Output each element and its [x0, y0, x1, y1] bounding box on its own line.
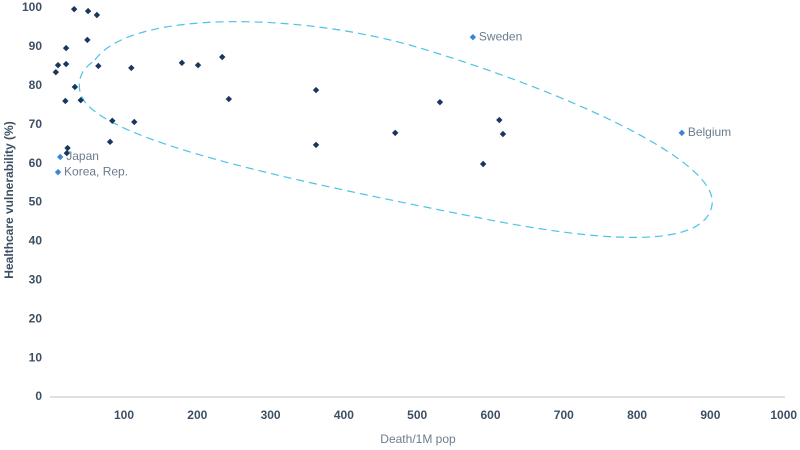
data-point [128, 64, 135, 72]
y-tick-label: 20 [29, 311, 43, 325]
x-tick-label: 700 [554, 408, 574, 422]
data-point [109, 117, 116, 125]
x-tick-label: 1000 [770, 408, 797, 422]
data-point [62, 44, 70, 52]
x-tick-label: 200 [187, 408, 207, 422]
x-axis-title: Death/1M pop [380, 432, 456, 446]
data-point [71, 83, 79, 91]
x-tick-label: 300 [261, 408, 281, 422]
data-point [131, 118, 138, 126]
data-point [479, 160, 487, 168]
y-tick-label: 70 [29, 117, 43, 131]
point-label: Korea, Rep. [64, 164, 128, 178]
data-point [392, 129, 399, 137]
data-point [106, 138, 114, 146]
data-point [54, 61, 62, 69]
data-point [62, 60, 70, 68]
highlight-ellipse [78, 21, 713, 238]
data-point [95, 62, 102, 70]
data-point [496, 116, 503, 124]
x-tick-label: 400 [334, 408, 354, 422]
y-tick-label: 80 [29, 78, 43, 92]
y-axis-title: Healthcare vulnerability (%) [2, 121, 16, 278]
data-point [54, 168, 62, 176]
data-point [84, 36, 91, 44]
y-tick-label: 40 [29, 234, 43, 248]
data-point [178, 59, 186, 67]
x-tick-label: 100 [114, 408, 134, 422]
data-point [469, 33, 477, 41]
y-tick-label: 50 [29, 195, 43, 209]
y-tick-label: 100 [22, 0, 42, 14]
data-point [93, 11, 101, 19]
data-point [194, 61, 202, 69]
point-label: Belgium [688, 125, 731, 139]
data-point [312, 141, 320, 149]
data-point [312, 86, 320, 94]
y-tick-label: 90 [29, 39, 43, 53]
data-point [678, 129, 686, 137]
data-point [57, 153, 64, 161]
data-point [225, 95, 233, 103]
y-tick-label: 0 [35, 389, 42, 403]
data-point [84, 7, 92, 15]
data-point [219, 53, 226, 61]
x-tick-label: 500 [407, 408, 427, 422]
point-label: Sweden [479, 29, 522, 43]
y-tick-label: 10 [29, 350, 43, 364]
data-point [62, 97, 69, 105]
data-point [77, 96, 84, 104]
data-point [63, 149, 71, 157]
data-point [64, 144, 71, 152]
data-point [499, 130, 507, 138]
data-point [52, 68, 60, 76]
x-tick-label: 900 [700, 408, 720, 422]
x-tick-label: 800 [627, 408, 647, 422]
data-point [436, 98, 444, 106]
point-label: Japan [66, 149, 99, 163]
y-tick-label: 30 [29, 272, 43, 286]
x-tick-label: 600 [480, 408, 500, 422]
data-point [70, 5, 78, 13]
y-tick-label: 60 [29, 156, 43, 170]
